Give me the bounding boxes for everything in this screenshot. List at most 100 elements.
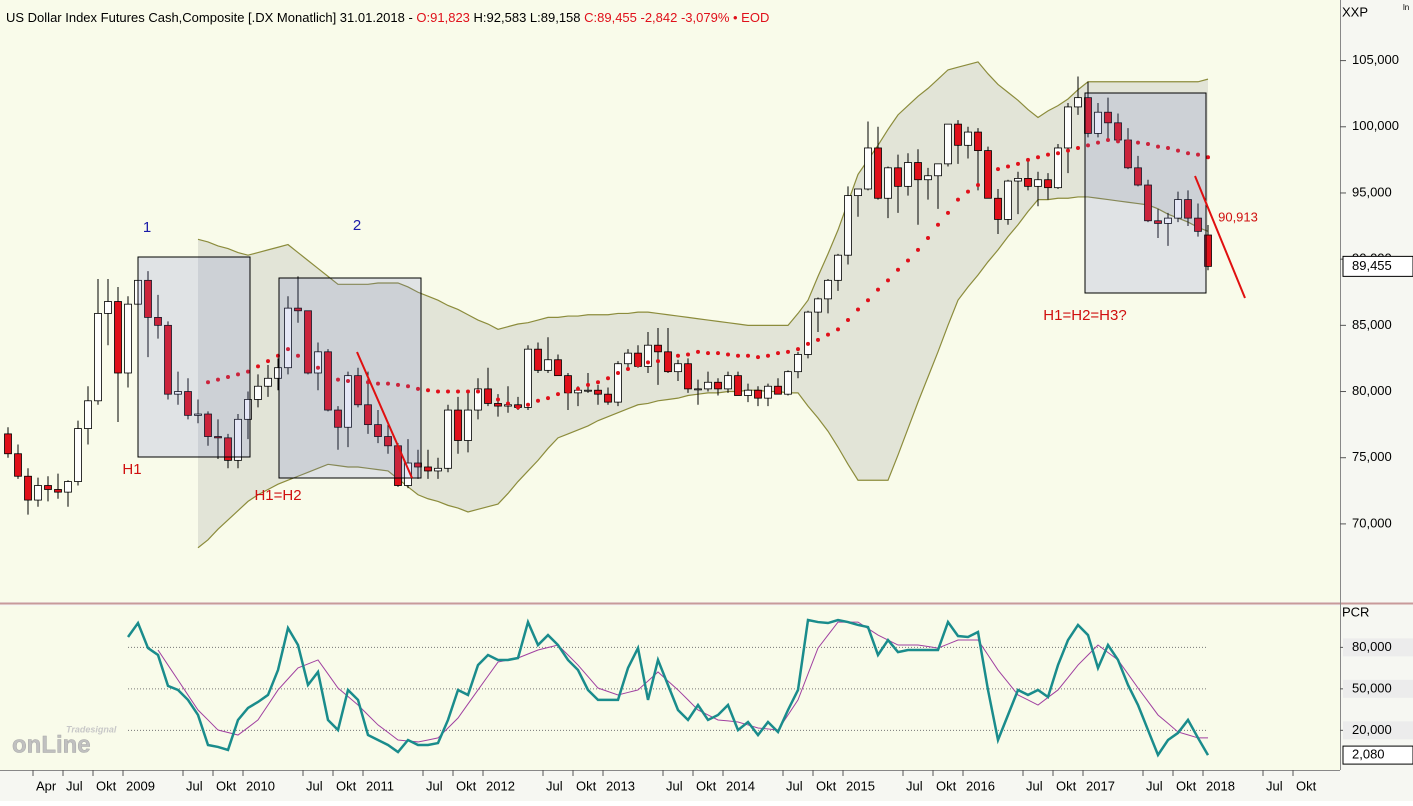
candle-body [725,376,732,389]
band-middle-dot [896,268,900,272]
band-middle-dot [766,354,770,358]
candle-body [665,352,672,372]
band-middle-dot [856,307,860,311]
y-tick-label: 20,000 [1352,722,1392,737]
candle-body [35,486,42,501]
band-middle-dot [696,350,700,354]
candle-body [95,313,102,400]
band-middle-dot [496,397,500,401]
band-middle-dot [746,354,750,358]
candle-body [775,386,782,394]
candle-body [1005,181,1012,219]
band-middle-dot [636,363,640,367]
candle-body [585,390,592,391]
band-middle-dot [1026,158,1030,162]
corner-label: ln [1403,3,1409,12]
candle-body [705,382,712,389]
quote-part: C:89,455 -2,842 -3,079% • EOD [584,10,769,25]
x-tick-label: Okt [576,778,597,793]
x-tick-label: 2009 [126,778,155,793]
x-tick-label: Jul [186,778,203,793]
band-middle-dot [956,198,960,202]
band-middle-dot [526,403,530,407]
candle-body [895,168,902,187]
candle-body [845,196,852,256]
y-tick-label: 50,000 [1352,680,1392,695]
band-middle-dot [796,347,800,351]
candle-body [65,482,72,493]
candle-body [555,360,562,376]
candle-body [855,189,862,196]
x-tick-label: Okt [696,778,717,793]
band-middle-dot [686,352,690,356]
candle-body [815,299,822,312]
candle-body [45,486,52,490]
band-middle-dot [666,356,670,360]
last-value-label: 2,080 [1352,747,1385,762]
x-tick-label: Jul [1146,778,1163,793]
y-tick-label: 80,000 [1352,383,1392,398]
band-middle-dot [486,393,490,397]
annotation: 2 [353,217,361,234]
candle-body [985,151,992,199]
band-middle-dot [476,390,480,394]
candle-body [115,302,122,373]
candle-body [685,364,692,389]
band-middle-dot [926,236,930,240]
candle-body [265,378,272,386]
x-tick-label: 2011 [366,778,394,793]
candle-body [975,132,982,151]
candle-body [965,132,972,145]
band-middle-dot [446,390,450,394]
candle-body [935,164,942,176]
candle-body [925,176,932,180]
indicator-axis-label: PCR [1342,604,1369,619]
x-tick-label: 2018 [1206,778,1235,793]
band-middle-dot [966,190,970,194]
candle-body [445,410,452,468]
band-middle-dot [596,380,600,384]
candle-body [495,403,502,406]
candle-body [465,410,472,440]
band-middle-dot [1046,153,1050,157]
band-middle-dot [1006,164,1010,168]
band-middle-dot [826,333,830,337]
candle-body [875,148,882,198]
candle-body [605,394,612,402]
y-tick-label: 105,000 [1352,52,1399,67]
band-middle-dot [516,405,520,409]
candle-body [695,389,702,390]
band-middle-dot [936,223,940,227]
band-middle-dot [756,355,760,359]
x-tick-label: Jul [666,778,683,793]
candle-body [995,198,1002,219]
candle-body [1025,178,1032,186]
band-middle-dot [556,392,560,396]
band-middle-dot [806,342,810,346]
band-middle-dot [816,338,820,342]
annotation: H1=H2=H3? [1043,307,1126,324]
y-tick-label: 75,000 [1352,449,1392,464]
annotation: 90,913 [1218,209,1258,224]
candle-body [625,353,632,364]
x-tick-label: Jul [546,778,563,793]
candle-body [1065,107,1072,148]
band-middle-dot [576,387,580,391]
chart-header: US Dollar Index Futures Cash,Composite [… [6,10,769,25]
quote-part: H:92,583 L:89,158 [470,10,584,25]
band-middle-dot [776,351,780,355]
band-middle-dot [456,390,460,394]
annotation: 1 [143,219,151,236]
candle-body [755,390,762,398]
band-middle-dot [646,360,650,364]
x-tick-label: Okt [336,778,357,793]
x-tick-label: Jul [906,778,923,793]
candle-body [435,468,442,471]
candle-body [15,454,22,477]
band-middle-dot [876,288,880,292]
candle-body [715,382,722,389]
candle-body [735,376,742,396]
candle-body [1035,180,1042,187]
band-middle-dot [846,318,850,322]
